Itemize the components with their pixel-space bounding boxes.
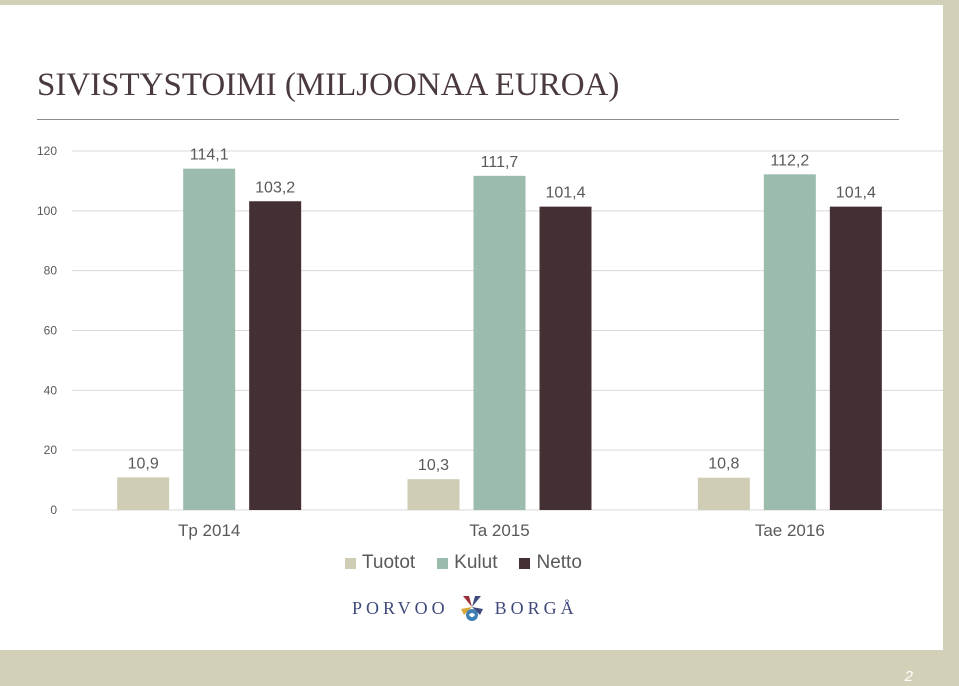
legend-swatch-netto [519,557,531,569]
bar-chart: 0 20 40 60 80 100 120 10,9 114,1 103,2 Tp 2014 10,3… [37,144,943,540]
data-label-tuotot-1: 10,3 [418,457,449,474]
legend-swatch-kulut [437,557,449,569]
slide: SIVISTYSTOIMI (MILJOONAA EUROA) 0 20 40 60 8… [0,5,943,650]
y-tick-label-100: 100 [37,204,57,218]
bar-kulut-2 [763,174,816,510]
y-tick-label-120: 120 [37,144,57,158]
porvoo-borga-logo: PORVOO BORGÅ [352,593,578,623]
data-label-tuotot-2: 10,8 [708,456,739,473]
logo-text-porvoo: PORVOO [352,597,449,618]
bar-tuotot-2 [697,477,750,510]
legend-item-tuotot: Tuotot [345,552,415,574]
bar-kulut-0 [183,168,236,511]
y-tick-label-0: 0 [50,503,57,517]
chart-legend: Tuotot Kulut Netto [345,552,582,574]
bar-netto-0 [249,201,302,510]
x-tick-label-1: Ta 2015 [469,521,530,540]
page-number: 2 [904,668,913,685]
data-label-netto-1: 101,4 [545,185,585,202]
x-tick-label-0: Tp 2014 [178,521,240,540]
bar-netto-1 [539,206,592,510]
legend-item-netto: Netto [519,552,582,574]
porvoo-borga-emblem-icon [460,596,483,621]
y-tick-label-20: 20 [44,443,58,457]
title-divider [37,119,899,120]
data-label-kulut-1: 111,7 [481,154,519,171]
data-label-tuotot-0: 10,9 [128,455,159,472]
legend-label-netto: Netto [536,552,582,573]
y-tick-label-60: 60 [44,324,58,338]
legend-label-tuotot: Tuotot [362,552,416,573]
bar-tuotot-1 [407,479,460,510]
y-tick-label-80: 80 [44,264,58,278]
x-tick-label-2: Tae 2016 [755,521,825,540]
bar-kulut-1 [473,175,526,511]
legend-item-kulut: Kulut [437,552,497,574]
bar-netto-2 [829,206,882,510]
logo-text-borga: BORGÅ [494,597,578,618]
data-label-netto-2: 101,4 [836,185,876,202]
y-tick-label-40: 40 [44,383,58,397]
bar-tuotot-0 [117,477,170,510]
data-label-kulut-0: 114,1 [190,147,229,164]
data-label-netto-0: 103,2 [255,179,295,196]
data-label-kulut-2: 112,2 [770,152,809,169]
legend-label-kulut: Kulut [454,552,498,573]
page-title: SIVISTYSTOIMI (MILJOONAA EUROA) [37,67,620,103]
legend-swatch-tuotot [345,557,356,569]
